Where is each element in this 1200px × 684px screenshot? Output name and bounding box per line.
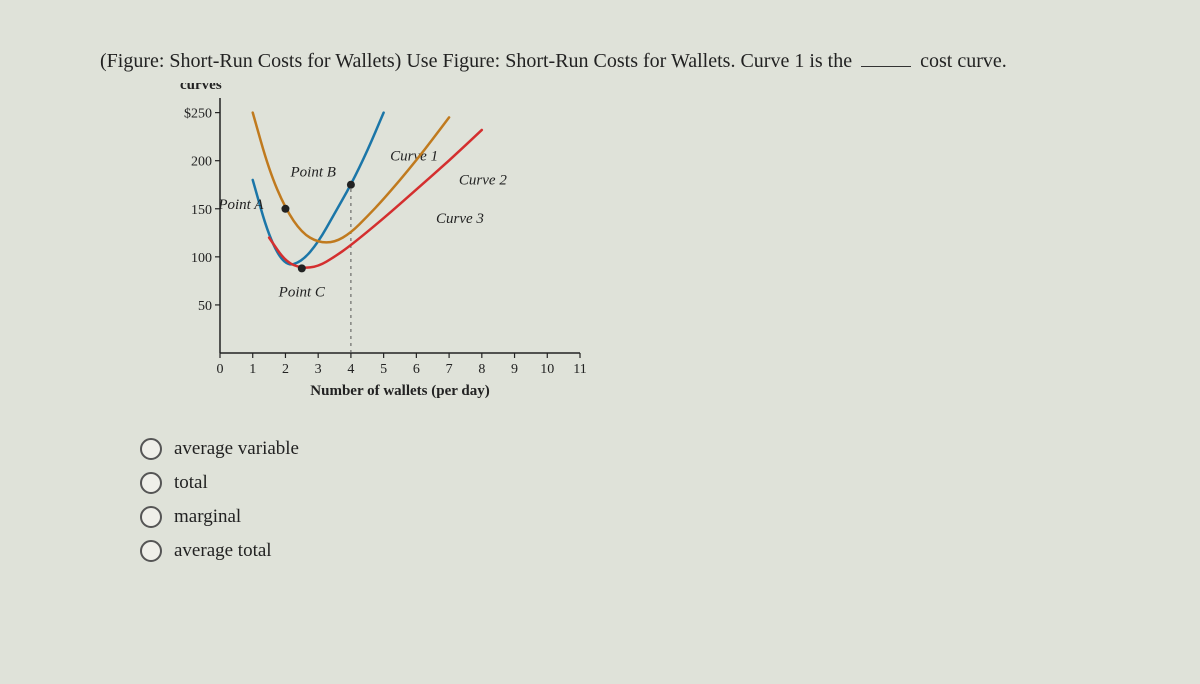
- svg-text:3: 3: [315, 362, 322, 377]
- svg-text:4: 4: [347, 362, 354, 377]
- svg-text:Point B: Point B: [289, 165, 335, 181]
- answer-label: marginal: [174, 506, 241, 528]
- svg-text:11: 11: [573, 362, 586, 377]
- svg-text:7: 7: [446, 362, 453, 377]
- svg-text:10: 10: [540, 362, 554, 377]
- svg-text:Number of wallets (per day): Number of wallets (per day): [310, 383, 489, 399]
- answer-choices: average variable total marginal average …: [140, 438, 1170, 562]
- svg-text:8: 8: [478, 362, 485, 377]
- question-page: (Figure: Short-Run Costs for Wallets) Us…: [0, 0, 1200, 604]
- svg-text:curves: curves: [180, 83, 222, 93]
- svg-text:150: 150: [191, 203, 212, 218]
- fill-blank: [861, 66, 911, 67]
- radio-icon: [140, 540, 162, 562]
- svg-text:0: 0: [217, 362, 224, 377]
- chart-container: Costcurves$2502001501005001234567891011N…: [150, 83, 1170, 418]
- svg-text:50: 50: [198, 299, 212, 314]
- svg-text:Point C: Point C: [278, 284, 326, 300]
- answer-label: average variable: [174, 438, 299, 460]
- answer-label: total: [174, 472, 208, 494]
- answer-choice[interactable]: average total: [140, 540, 1170, 562]
- radio-icon: [140, 438, 162, 460]
- svg-text:100: 100: [191, 251, 212, 266]
- svg-text:$250: $250: [184, 107, 212, 122]
- svg-text:200: 200: [191, 155, 212, 170]
- svg-text:1: 1: [249, 362, 256, 377]
- answer-choice[interactable]: average variable: [140, 438, 1170, 460]
- answer-choice[interactable]: total: [140, 472, 1170, 494]
- svg-text:9: 9: [511, 362, 518, 377]
- radio-icon: [140, 472, 162, 494]
- question-prefix: (Figure: Short-Run Costs for Wallets) Us…: [100, 50, 857, 72]
- answer-choice[interactable]: marginal: [140, 506, 1170, 528]
- svg-text:5: 5: [380, 362, 387, 377]
- svg-text:2: 2: [282, 362, 289, 377]
- svg-text:Curve 2: Curve 2: [459, 173, 507, 189]
- svg-text:Point A: Point A: [217, 197, 264, 213]
- question-suffix: cost curve.: [915, 50, 1007, 72]
- answer-label: average total: [174, 540, 272, 562]
- cost-curves-chart: Costcurves$2502001501005001234567891011N…: [150, 83, 630, 413]
- svg-text:6: 6: [413, 362, 420, 377]
- svg-text:Curve 3: Curve 3: [436, 211, 484, 227]
- radio-icon: [140, 506, 162, 528]
- question-text: (Figure: Short-Run Costs for Wallets) Us…: [100, 50, 1170, 73]
